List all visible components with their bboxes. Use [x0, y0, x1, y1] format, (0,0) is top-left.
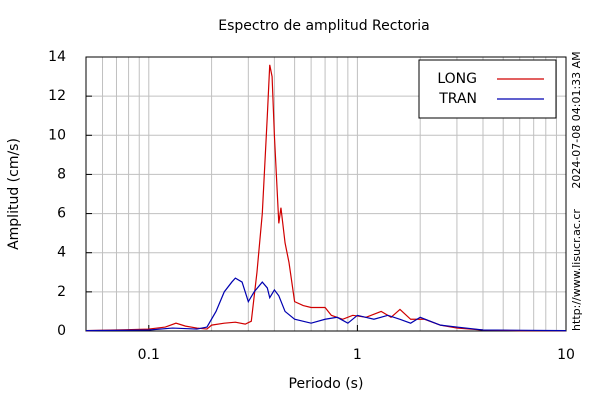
source-url: http://www.lisucr.ac.cr: [570, 209, 583, 331]
legend-label: TRAN: [438, 91, 477, 107]
y-tick-label: 4: [57, 245, 66, 261]
x-tick-label: 1: [353, 347, 362, 363]
series-line: [85, 64, 566, 332]
y-tick-label: 2: [57, 284, 66, 300]
legend-label: LONG: [437, 71, 477, 87]
y-axis-label: Amplitud (cm/s): [6, 138, 22, 250]
legend-box: [418, 59, 557, 119]
y-tick-label: 6: [57, 206, 66, 222]
x-tick-label: 10: [557, 347, 575, 363]
y-tick-label: 8: [57, 166, 66, 182]
chart-title: Espectro de amplitud Rectoria: [218, 18, 430, 34]
series-line: [85, 277, 567, 332]
y-tick-label: 12: [48, 88, 66, 104]
y-tick-label: 14: [48, 49, 66, 65]
y-tick-label: 0: [57, 323, 66, 339]
y-tick-label: 10: [48, 127, 66, 143]
plot-frame: [85, 56, 567, 332]
x-axis-label: Periodo (s): [289, 376, 364, 392]
timestamp: 2024-07-08 04:01:33 AM: [570, 51, 583, 188]
x-tick-label: 0.1: [138, 347, 160, 363]
